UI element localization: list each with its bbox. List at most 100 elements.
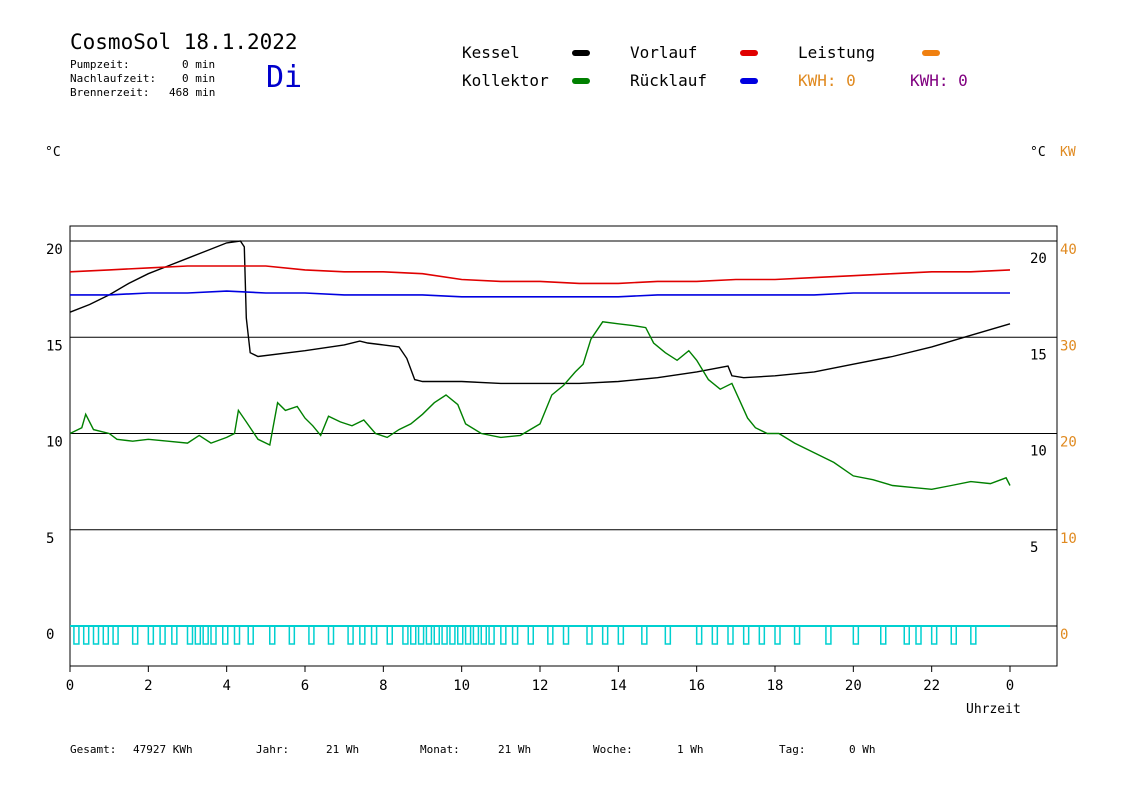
- legend-leistung-swatch: [922, 50, 940, 56]
- grid-lines: [70, 240, 1057, 627]
- legend-vorlauf-label: Vorlauf: [630, 43, 698, 62]
- x-tick-label-11: 22: [923, 678, 940, 694]
- x-tick-label-0: 0: [66, 678, 74, 694]
- footer-monat-label: Monat:: [420, 743, 460, 756]
- pump-pulse-29: [441, 625, 448, 645]
- y-right-c-tick-0: 5: [1030, 540, 1038, 556]
- y-right-c-tick-2: 15: [1030, 347, 1047, 363]
- legend-leistung-label: Leistung: [798, 43, 876, 62]
- legend-ruecklauf-swatch: [740, 78, 758, 84]
- pump-pulse-25: [410, 625, 417, 645]
- y-left-tick-2: 10: [46, 435, 63, 451]
- pump-pulse-59: [950, 625, 957, 645]
- y-left-tick-4: 20: [46, 242, 63, 258]
- footer-tag-value: 0 Wh: [849, 743, 876, 756]
- footer-jahr-value: 21 Wh: [326, 743, 360, 756]
- pump-pulse-23: [386, 625, 393, 645]
- pump-pulse-16: [269, 625, 276, 645]
- pump-pulse-58: [930, 625, 938, 645]
- series-line-1: [69, 265, 1011, 285]
- pump-pulse-33: [472, 625, 480, 645]
- legend-kessel-label: Kessel: [462, 43, 520, 62]
- pump-pulse-8: [171, 625, 178, 645]
- pump-pulse-20: [347, 625, 354, 645]
- pump-pulse-18: [308, 625, 315, 645]
- info-brennerzeit-label: Brennerzeit:: [70, 86, 150, 99]
- pump-pulse-32: [464, 625, 472, 645]
- right-axis-unit: °C: [1030, 145, 1046, 160]
- pump-pulse-41: [586, 625, 593, 645]
- pump-pulse-series: [70, 625, 1010, 645]
- series-line-0: [69, 240, 1011, 385]
- pump-pulse-46: [695, 625, 703, 645]
- legend-kwh-orange: KWH: 0: [798, 71, 856, 90]
- pump-pulse-5: [131, 625, 139, 645]
- x-tick-label-4: 8: [379, 678, 387, 694]
- x-tick-label-7: 14: [610, 678, 627, 694]
- info-nachlaufzeit-label: Nachlaufzeit:: [70, 72, 157, 85]
- footer-gesamt-label: Gesamt:: [70, 743, 117, 756]
- legend-kessel-swatch: [572, 50, 590, 56]
- pump-pulse-14: [233, 625, 241, 645]
- x-tick-label-3: 6: [301, 678, 309, 694]
- pump-pulse-47: [711, 625, 719, 645]
- pump-pulse-9: [186, 625, 194, 645]
- left-axis-unit: °C: [45, 145, 61, 160]
- info-pumpzeit-label: Pumpzeit:: [70, 58, 130, 71]
- pump-pulse-37: [511, 625, 519, 645]
- chart-title: CosmoSol 18.1.2022: [70, 30, 298, 54]
- y-right-kw-tick-2: 20: [1060, 435, 1077, 451]
- pump-pulse-15: [247, 625, 254, 645]
- pump-pulse-48: [727, 625, 734, 645]
- y-right-c-tick-1: 10: [1030, 444, 1047, 460]
- pump-pulse-49: [742, 625, 750, 645]
- pump-pulse-35: [488, 625, 495, 645]
- info-pumpzeit-value: 0 min: [182, 58, 216, 71]
- x-tick-label-2: 4: [222, 678, 230, 694]
- legend-kollektor-label: Kollektor: [462, 71, 549, 90]
- pump-pulse-12: [210, 625, 217, 645]
- info-brennerzeit-value: 468 min: [169, 86, 216, 99]
- pump-pulse-36: [500, 625, 507, 645]
- x-axis-label: Uhrzeit: [966, 702, 1021, 717]
- pump-pulse-6: [147, 625, 155, 645]
- series-lines: [69, 240, 1011, 491]
- pump-pulse-28: [433, 625, 440, 645]
- pump-pulse-40: [562, 625, 570, 645]
- pump-pulse-10: [194, 625, 202, 645]
- footer-jahr-label: Jahr:: [256, 743, 290, 756]
- pump-pulse-54: [852, 625, 860, 645]
- pump-pulse-38: [527, 625, 534, 645]
- y-right-kw-tick-0: 0: [1060, 627, 1068, 643]
- right-axis-unit-kw: KW: [1060, 145, 1076, 160]
- footer-gesamt-value: 47927 KWh: [133, 743, 193, 756]
- series-line-3: [69, 321, 1011, 491]
- x-tick-label-5: 10: [453, 678, 470, 694]
- y-left-tick-0: 0: [46, 627, 54, 643]
- pump-pulse-4: [112, 625, 119, 645]
- x-tick-label-12: 0: [1006, 678, 1014, 694]
- x-axis-ticks: 0 2 4 6 8 10 12 14 16 18 20 22 0: [66, 666, 1014, 694]
- legend-kollektor-swatch: [572, 78, 590, 84]
- x-tick-label-8: 16: [688, 678, 705, 694]
- pump-pulse-1: [82, 625, 90, 645]
- info-nachlaufzeit-value: 0 min: [182, 72, 216, 85]
- plot-frame: [69, 225, 1058, 667]
- pump-pulse-51: [774, 625, 781, 645]
- pump-pulse-27: [425, 625, 433, 645]
- pump-pulse-19: [327, 625, 335, 645]
- x-tick-label-1: 2: [144, 678, 152, 694]
- pump-pulse-44: [641, 625, 648, 645]
- footer-monat-value: 21 Wh: [498, 743, 532, 756]
- pump-pulse-39: [547, 625, 554, 645]
- series-line-2: [70, 290, 1010, 298]
- y-axis-left-ticks: 0 5 10 15 20: [46, 242, 63, 643]
- y-right-kw-tick-1: 10: [1060, 531, 1077, 547]
- pump-pulse-26: [417, 625, 425, 645]
- pump-pulse-22: [370, 625, 378, 645]
- pump-pulse-34: [480, 625, 487, 645]
- pump-pulse-53: [825, 625, 832, 645]
- pump-pulse-11: [202, 625, 209, 645]
- pump-pulse-2: [92, 625, 100, 645]
